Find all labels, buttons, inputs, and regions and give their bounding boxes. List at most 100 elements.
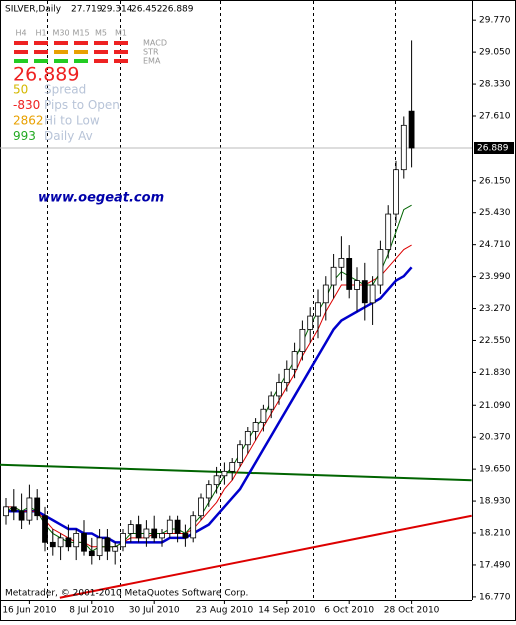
candle-body (221, 470, 228, 477)
candle-body (385, 213, 392, 250)
candle-body (369, 284, 376, 304)
x-tick-label: 28 Oct 2010 (384, 606, 440, 616)
candle-body (49, 541, 56, 548)
y-tick-label: 29.050 (479, 48, 511, 58)
candle-body (127, 524, 134, 534)
bid-label: 26.889 (477, 143, 509, 153)
ohlc-open: 27.719 (71, 5, 103, 15)
candle-body (361, 280, 368, 304)
candle-body (166, 519, 173, 534)
candle-body (229, 462, 236, 472)
candle-body (213, 475, 220, 486)
signal (114, 50, 128, 54)
timeframe-label: H4 (15, 29, 26, 38)
signal (34, 41, 48, 45)
signal (114, 59, 128, 63)
candle-body (291, 351, 298, 370)
y-tick-label: 22.550 (479, 336, 511, 346)
period-separators (47, 1, 396, 600)
y-tick-label: 16.770 (479, 592, 511, 602)
marks (0, 40, 472, 599)
candle-body (104, 537, 111, 552)
candle-body (354, 280, 360, 290)
y-tick-label: 18.930 (479, 497, 511, 507)
signal (34, 59, 48, 63)
signal (34, 50, 48, 54)
timeframe-label: M30 (52, 29, 69, 38)
candle-body (299, 328, 306, 352)
candle-body (81, 533, 87, 552)
x-tick-label: 30 Jul 2010 (129, 606, 180, 616)
signal (74, 50, 88, 54)
y-tick-label: 17.490 (479, 560, 511, 570)
x-tick-label: 8 Jul 2010 (69, 606, 114, 616)
x-tick-label: 16 Jun 2010 (2, 606, 56, 616)
candle-body (322, 284, 329, 304)
timeframe-label: M5 (95, 29, 107, 38)
y-tick-label: 19.650 (479, 465, 511, 475)
x-tick-label: 23 Aug 2010 (196, 606, 254, 616)
timeframe-label: H1 (35, 29, 46, 38)
candle-body (346, 258, 353, 290)
signal (14, 59, 28, 63)
candle-body (338, 258, 345, 268)
stat-value: 993 (13, 129, 36, 143)
y-tick-label: 21.830 (479, 368, 511, 378)
candle-body (205, 484, 212, 499)
y-tick-label: 28.330 (479, 80, 511, 90)
candle-body (112, 546, 119, 552)
y-tick-label: 18.210 (479, 529, 511, 539)
candle-body (283, 368, 290, 384)
x-tick-label: 6 Oct 2010 (324, 606, 374, 616)
stat-value: 2862 (13, 114, 44, 128)
y-tick-label: 27.610 (479, 112, 511, 122)
candle-body (73, 533, 80, 548)
footer: Metatrader, © 2001-2010 MetaQuotes Softw… (5, 589, 248, 599)
stat-label: Hi to Low (44, 114, 100, 128)
chart-title: SILVER,Daily (5, 5, 62, 15)
indicator-label: STR (143, 48, 159, 57)
signal (54, 50, 68, 54)
y-tick-label: 21.090 (479, 401, 511, 411)
candle-body (408, 110, 415, 149)
candle-body (151, 528, 158, 539)
candle-body (237, 444, 243, 463)
candle-body (26, 497, 33, 521)
candle-body (88, 550, 95, 557)
indicator-label: MACD (143, 39, 167, 48)
signal (114, 41, 128, 45)
ohlc-close: 26.889 (162, 5, 194, 15)
timeframe-label: M1 (115, 29, 127, 38)
y-tick-label: 23.990 (479, 272, 511, 282)
candle-body (65, 537, 72, 548)
candle-body (315, 302, 321, 317)
candle-body (57, 537, 64, 548)
signal (14, 41, 28, 45)
signal (74, 41, 88, 45)
moving-average (6, 266, 413, 544)
candle-body (198, 497, 204, 517)
stat-label: Pips to Open (44, 98, 120, 112)
y-tick-label: 23.270 (479, 304, 511, 314)
candle-body (244, 431, 251, 446)
candle-body (120, 533, 126, 548)
candle-body (3, 506, 9, 517)
candle-body (393, 169, 399, 215)
y-tick-label: 26.150 (479, 176, 511, 186)
candle-body (307, 315, 314, 330)
candle-body (190, 515, 197, 539)
candle-body (377, 249, 384, 286)
signal (14, 50, 28, 54)
candle-body (252, 422, 259, 432)
y-tick-label: 24.710 (479, 240, 511, 250)
watermark: www.oegeat.com (38, 191, 164, 206)
trendline (59, 514, 472, 599)
stat-label: Spread (44, 83, 86, 97)
candle-body (174, 519, 181, 534)
candle-body (276, 382, 282, 397)
trendline (0, 463, 472, 482)
stat-value: -830 (13, 98, 40, 112)
